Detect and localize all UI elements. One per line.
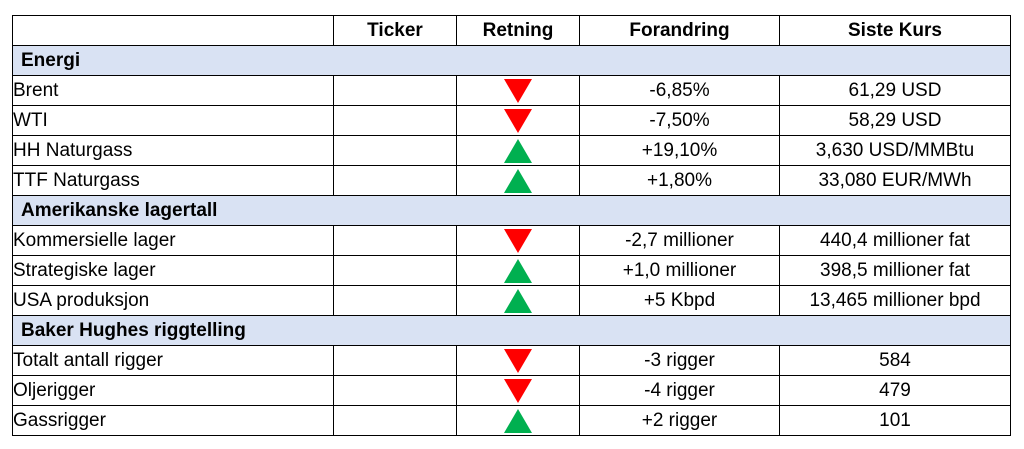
header-ticker: Ticker: [333, 15, 457, 46]
row-name: Gassrigger: [12, 405, 334, 436]
row-change: +19,10%: [579, 135, 780, 166]
row-ticker: [333, 105, 457, 136]
row-price: 584: [779, 345, 1011, 376]
triangle-up-icon: [504, 168, 532, 193]
table-row: WTI -7,50% 58,29 USD: [12, 105, 1011, 136]
triangle-down-icon: [504, 378, 532, 403]
row-name: Kommersielle lager: [12, 225, 334, 256]
row-direction: [456, 135, 580, 166]
row-change: +1,0 millioner: [579, 255, 780, 286]
row-direction: [456, 405, 580, 436]
row-name: Totalt antall rigger: [12, 345, 334, 376]
triangle-up-icon: [504, 138, 532, 163]
row-name: Oljerigger: [12, 375, 334, 406]
table-row: TTF Naturgass +1,80% 33,080 EUR/MWh: [12, 165, 1011, 196]
row-direction: [456, 165, 580, 196]
row-direction: [456, 105, 580, 136]
table-row: Oljerigger -4 rigger 479: [12, 375, 1011, 406]
row-ticker: [333, 225, 457, 256]
row-name: USA produksjon: [12, 285, 334, 316]
row-direction: [456, 225, 580, 256]
triangle-up-icon: [504, 408, 532, 433]
row-price: 101: [779, 405, 1011, 436]
table-row: Brent -6,85% 61,29 USD: [12, 75, 1011, 106]
row-direction: [456, 75, 580, 106]
row-ticker: [333, 405, 457, 436]
row-price: 13,465 millioner bpd: [779, 285, 1011, 316]
section-title: Amerikanske lagertall: [12, 195, 1011, 226]
row-name: Brent: [12, 75, 334, 106]
row-ticker: [333, 285, 457, 316]
triangle-up-icon: [504, 288, 532, 313]
row-ticker: [333, 135, 457, 166]
section-row: Energi: [12, 45, 1011, 76]
triangle-down-icon: [504, 108, 532, 133]
row-change: -2,7 millioner: [579, 225, 780, 256]
table-row: Gassrigger +2 rigger 101: [12, 405, 1011, 436]
row-ticker: [333, 165, 457, 196]
row-direction: [456, 375, 580, 406]
section-title: Baker Hughes riggtelling: [12, 315, 1011, 346]
row-name: TTF Naturgass: [12, 165, 334, 196]
row-direction: [456, 345, 580, 376]
header-name: [12, 15, 334, 46]
row-ticker: [333, 345, 457, 376]
header-change: Forandring: [579, 15, 780, 46]
row-ticker: [333, 75, 457, 106]
row-change: -3 rigger: [579, 345, 780, 376]
market-table: Ticker Retning Forandring Siste Kurs Ene…: [12, 15, 1011, 436]
row-price: 398,5 millioner fat: [779, 255, 1011, 286]
triangle-down-icon: [504, 78, 532, 103]
row-change: +1,80%: [579, 165, 780, 196]
row-change: -7,50%: [579, 105, 780, 136]
header-price: Siste Kurs: [779, 15, 1011, 46]
row-change: -4 rigger: [579, 375, 780, 406]
row-change: +5 Kbpd: [579, 285, 780, 316]
row-price: 58,29 USD: [779, 105, 1011, 136]
header-direction: Retning: [456, 15, 580, 46]
row-ticker: [333, 375, 457, 406]
section-title: Energi: [12, 45, 1011, 76]
table-row: Totalt antall rigger -3 rigger 584: [12, 345, 1011, 376]
row-price: 479: [779, 375, 1011, 406]
row-direction: [456, 285, 580, 316]
triangle-down-icon: [504, 348, 532, 373]
table-row: Strategiske lager +1,0 millioner 398,5 mil…: [12, 255, 1011, 286]
triangle-up-icon: [504, 258, 532, 283]
row-name: HH Naturgass: [12, 135, 334, 166]
table-row: USA produksjon +5 Kbpd 13,465 millioner bp…: [12, 285, 1011, 316]
header-row: Ticker Retning Forandring Siste Kurs: [12, 15, 1011, 46]
row-change: -6,85%: [579, 75, 780, 106]
section-row: Baker Hughes riggtelling: [12, 315, 1011, 346]
section-row: Amerikanske lagertall: [12, 195, 1011, 226]
row-price: 440,4 millioner fat: [779, 225, 1011, 256]
row-name: WTI: [12, 105, 334, 136]
row-price: 61,29 USD: [779, 75, 1011, 106]
table-body: Energi Brent -6,85% 61,29 USD WTI -7,50% 58,29…: [12, 45, 1011, 436]
row-name: Strategiske lager: [12, 255, 334, 286]
triangle-down-icon: [504, 228, 532, 253]
row-ticker: [333, 255, 457, 286]
table-row: Kommersielle lager -2,7 millioner 440,4 mi…: [12, 225, 1011, 256]
row-direction: [456, 255, 580, 286]
table-row: HH Naturgass +19,10% 3,630 USD/MMBtu: [12, 135, 1011, 166]
row-change: +2 rigger: [579, 405, 780, 436]
row-price: 3,630 USD/MMBtu: [779, 135, 1011, 166]
row-price: 33,080 EUR/MWh: [779, 165, 1011, 196]
